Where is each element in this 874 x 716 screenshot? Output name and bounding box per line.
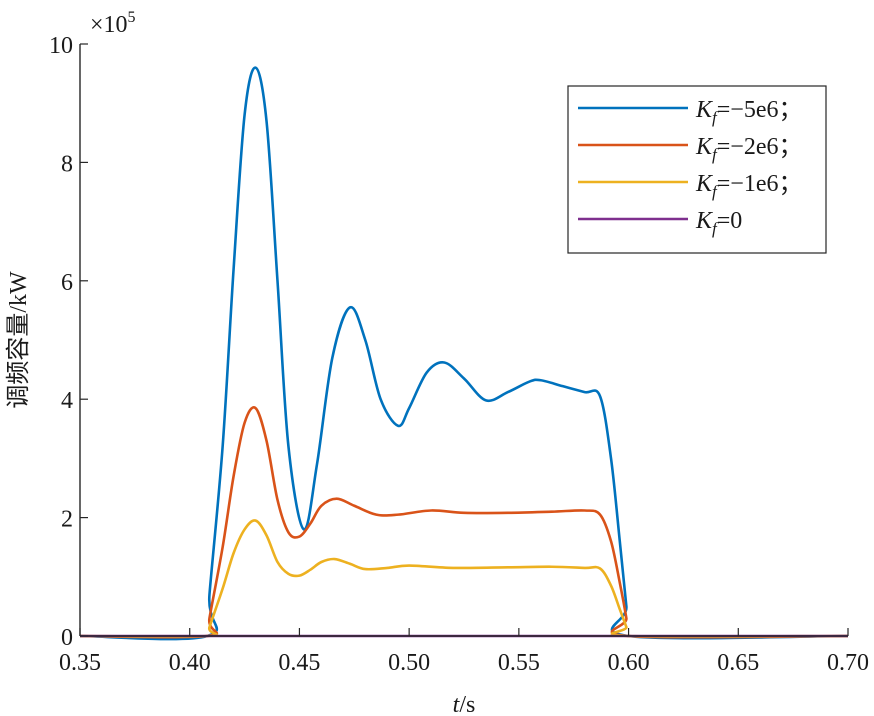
x-tick-label: 0.50 [388, 650, 430, 676]
y-axis-exponent-base: ×10 [90, 12, 128, 38]
y-tick-label: 8 [61, 151, 73, 177]
x-axis-label: t/s [453, 692, 476, 716]
legend: Kf=−5e6； Kf=−2e6； Kf=−1e6； Kf=0 [567, 85, 827, 254]
y-tick-label: 2 [61, 507, 73, 533]
legend-label-4: Kf=0 [695, 208, 742, 238]
x-tick-label: 0.65 [717, 650, 759, 676]
legend-label-3: Kf=−1e6； [695, 171, 802, 201]
x-tick-label: 0.55 [498, 650, 540, 676]
x-tick-label: 0.70 [827, 650, 869, 676]
series-line-1 [79, 66, 849, 641]
legend-label-2: Kf=−2e6； [695, 134, 802, 164]
series-line-3 [79, 519, 849, 638]
x-tick-label: 0.35 [59, 650, 101, 676]
ticks-layer: 0.35 0.40 0.45 0.50 0.55 0.60 0.65 0.70 0 2 4 6 8 10 [49, 33, 869, 676]
y-tick-label: 0 [61, 625, 73, 651]
x-axis-label-unit: /s [459, 692, 475, 716]
legend-box [567, 85, 827, 254]
legend-label-1: Kf=−5e6； [695, 97, 802, 127]
x-tick-label: 0.40 [169, 650, 211, 676]
y-axis-exponent-power: 5 [128, 9, 136, 26]
y-tick-label: 4 [61, 388, 73, 414]
y-axis-exponent: ×105 [90, 9, 136, 38]
axes-layer [79, 44, 848, 637]
y-axis-label: 调频容量/kW [5, 271, 32, 409]
y-tick-label: 10 [49, 33, 73, 59]
x-tick-label: 0.60 [608, 650, 650, 676]
x-tick-label: 0.45 [278, 650, 320, 676]
series-line-2 [79, 406, 849, 639]
y-tick-label: 6 [61, 270, 73, 296]
x-axis-label-variable: t [453, 692, 461, 716]
